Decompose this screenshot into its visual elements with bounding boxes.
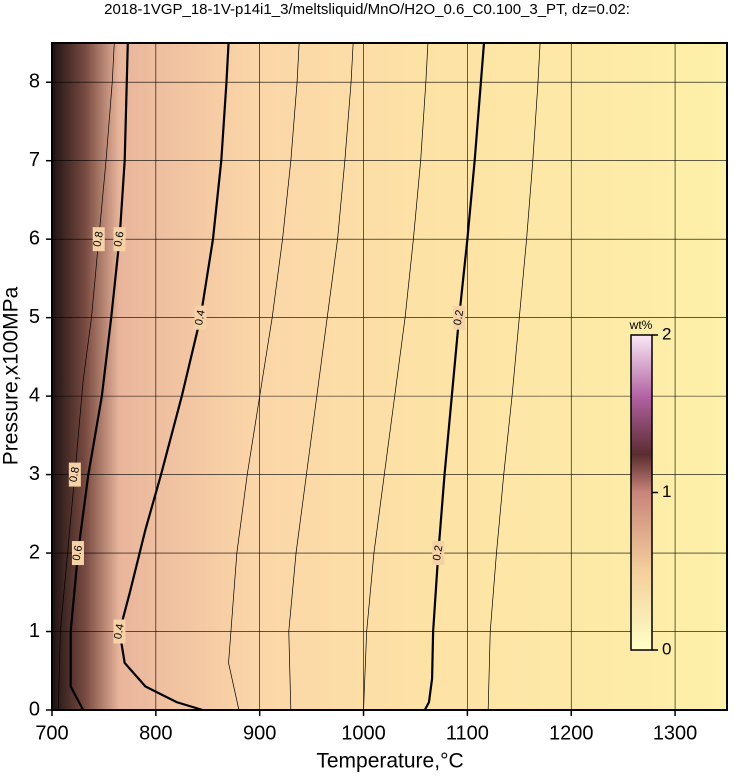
colorbar-tick-label: 1 — [662, 482, 671, 501]
y-tick-label: 3 — [29, 463, 40, 485]
contour-label-bg — [113, 619, 126, 644]
contour-label: 0.6 — [71, 544, 85, 561]
plot-frame — [51, 42, 728, 711]
colorbar — [630, 334, 653, 651]
x-tick-label: 800 — [139, 722, 172, 744]
x-axis-label: Temperature,°C — [316, 750, 463, 773]
y-tick-label: 6 — [29, 227, 40, 249]
x-tick-label: 1300 — [653, 722, 698, 744]
contour-label: 0.8 — [91, 231, 105, 248]
contours: 0.2 0.2 0.4 0.4 0.6 0.6 0.8 0.8 — [57, 42, 541, 712]
contour-line — [118, 42, 230, 712]
field — [52, 43, 727, 710]
x-tick-label: 1200 — [549, 722, 594, 744]
contour-label-bg — [68, 462, 81, 487]
y-tick-label: 0 — [29, 698, 40, 720]
contour-label: 0.4 — [112, 623, 126, 640]
contour-label-bg — [194, 305, 207, 330]
contour-line — [69, 42, 129, 711]
x-tick-label: 900 — [243, 722, 276, 744]
grid — [51, 43, 727, 711]
y-tick-label: 5 — [29, 306, 40, 328]
contour-label: 0.2 — [452, 309, 466, 326]
contour-line — [288, 42, 354, 711]
colorbar-label: wt% — [629, 318, 653, 332]
contour-label: 0.2 — [431, 544, 445, 561]
colorbar-tick-label: 2 — [662, 324, 671, 343]
contour-label-bg — [432, 541, 445, 566]
y-tick-label: 7 — [29, 149, 40, 171]
contour-label: 0.6 — [112, 231, 126, 248]
contour-line — [423, 42, 486, 711]
y-axis-label: Pressure,x100MPa — [0, 286, 23, 465]
colorbar-tick-label: 0 — [662, 639, 671, 658]
contour-line — [363, 42, 429, 711]
y-tick-label: 4 — [29, 384, 40, 406]
x-tick-label: 700 — [35, 722, 68, 744]
contour-label: 0.4 — [193, 309, 207, 326]
x-tick-label: 1100 — [446, 722, 489, 744]
contour-label: 0.8 — [68, 466, 82, 483]
chart-title: 2018-1VGP_18-1V-p14i1_3/meltsliquid/MnO/… — [104, 1, 630, 18]
x-tick-label: 1000 — [341, 722, 386, 744]
y-tick-label: 2 — [29, 541, 40, 563]
y-tick-label: 8 — [29, 71, 40, 93]
contour-line — [228, 42, 300, 711]
contour-label-bg — [453, 305, 466, 330]
contour-label-bg — [92, 227, 105, 252]
contour-label-bg — [71, 541, 84, 566]
contour-line — [487, 42, 541, 711]
contour-line — [57, 42, 115, 711]
y-tick-label: 1 — [29, 620, 40, 642]
contour-label-bg — [113, 227, 126, 252]
